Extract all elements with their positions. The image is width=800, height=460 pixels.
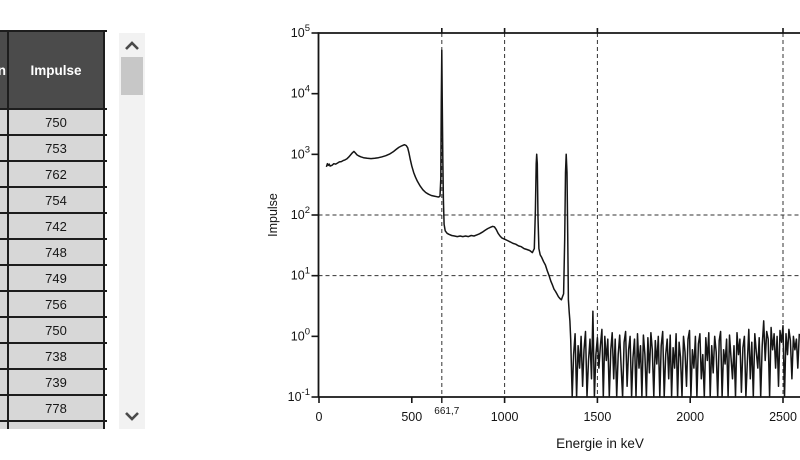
scroll-down-button[interactable] [119,403,145,429]
table-row: 738 [0,344,107,370]
impulse-cell: 750 [9,318,105,342]
left-cell-partial [0,266,9,290]
y-tick-label: 104 [291,84,310,101]
left-cell-partial [0,214,9,238]
y-axis-title: Impulse [266,193,280,237]
x-tick-label: 1000 [491,410,519,424]
impulse-cell: 778 [9,396,105,420]
table-row: 756 [0,292,107,318]
table-row: 750 [0,318,107,344]
left-cell-partial [0,188,9,212]
impulse-cell: 739 [9,370,105,394]
impulse-cell: 754 [9,188,105,212]
chevron-up-icon [125,41,139,50]
scrollbar-thumb[interactable] [121,57,143,95]
x-tick-label: 2000 [676,410,704,424]
table-header-left-partial: n [0,32,9,108]
impulse-cell: 762 [9,162,105,186]
table-row: 739 [0,370,107,396]
impulse-cell: 749 [9,266,105,290]
impulse-cell [9,422,105,429]
impulse-cell: 748 [9,240,105,264]
left-cell-partial [0,292,9,316]
x-axis-title: Energie in keV [556,436,644,451]
y-tick-label: 10-1 [288,387,310,404]
spectrum-curve [325,49,800,398]
table-row [0,422,107,429]
impulse-cell: 756 [9,292,105,316]
x-tick-label: 0 [316,410,323,424]
left-cell-partial [0,396,9,420]
table-row: 762 [0,162,107,188]
impulse-cell: 753 [9,136,105,160]
left-cell-partial [0,422,9,429]
table-header-impulse: Impulse [9,32,105,108]
left-cell-partial [0,344,9,368]
left-cell-partial [0,240,9,264]
scroll-up-button[interactable] [119,33,145,59]
x-tick-label-661-7: 661,7 [434,406,459,417]
x-tick-label: 2500 [769,410,797,424]
chevron-down-icon [125,412,139,421]
x-tick-label: 500 [401,410,422,424]
table-row: 753 [0,136,107,162]
table-row: 749 [0,266,107,292]
impulse-cell: 738 [9,344,105,368]
y-tick-label: 103 [291,144,310,161]
table-body: 750 753 762 754 742 748 749 756 750 738 739 778 [0,110,107,429]
impulse-cell: 750 [9,110,105,134]
y-tick-label: 100 [291,326,310,343]
left-cell-partial [0,110,9,134]
left-cell-partial [0,162,9,186]
left-cell-partial [0,136,9,160]
left-cell-partial [0,370,9,394]
vertical-scrollbar[interactable] [119,33,145,429]
y-tick-label: 102 [291,205,310,222]
table-row: 742 [0,214,107,240]
table-row: 748 [0,240,107,266]
y-tick-label: 101 [291,266,310,283]
table-header-row: n Impulse [0,32,107,110]
left-cell-partial [0,318,9,342]
y-tick-label: 105 [291,23,310,40]
table-row: 754 [0,188,107,214]
table-row: 750 [0,110,107,136]
data-table: n Impulse 750753762754742748749756750738… [0,30,107,429]
x-tick-label: 1500 [583,410,611,424]
impulse-cell: 742 [9,214,105,238]
table-row: 778 [0,396,107,422]
